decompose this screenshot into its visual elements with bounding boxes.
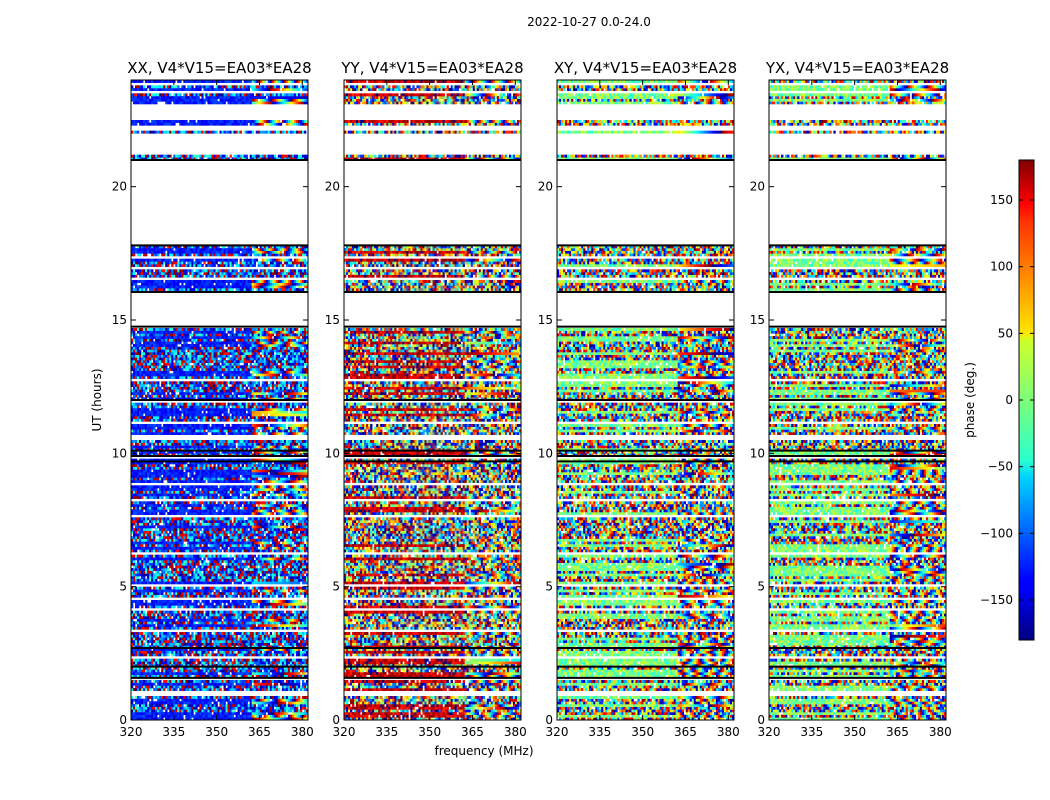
y-tick-label: 0 [545,713,553,727]
y-tick-label: 0 [332,713,340,727]
x-tick-label: 365 [886,725,909,739]
panel-2-heatmap [344,80,522,721]
colorbar-tick-label: 0 [1005,393,1013,407]
colorbar-tick-label: 150 [990,193,1013,207]
y-tick-label: 20 [538,180,553,194]
panel-1-frame [130,79,309,721]
x-tick-label: 350 [418,725,441,739]
x-tick-label: 320 [120,725,143,739]
y-tick-label: 5 [119,580,127,594]
x-tick-label: 320 [333,725,356,739]
colorbar-tick-label: 100 [990,260,1013,274]
y-tick-label: 5 [545,580,553,594]
y-tick-label: 0 [119,713,127,727]
y-tick-label: 15 [750,313,765,327]
x-tick-label: 335 [588,725,611,739]
y-tick-label: 15 [325,313,340,327]
x-tick-label: 380 [717,725,740,739]
colorbar-label: phase (deg.) [963,362,977,438]
x-tick-label: 335 [162,725,185,739]
panel-3-heatmap [557,80,735,721]
panel-3-frame [556,79,735,721]
x-tick-label: 365 [248,725,271,739]
x-tick-label: 320 [546,725,569,739]
panel-3: XY, V4*V15=EA03*EA28 320 335 350 365 380 0 5 10 1… [538,59,740,739]
colorbar-tick-label: −150 [980,593,1013,607]
panel-4-frame [768,79,947,721]
colorbar: −150 −100 −50 0 50 100 150 phase (deg.) [963,159,1035,641]
y-tick-label: 15 [112,313,127,327]
y-tick-label: 10 [112,446,127,460]
x-tick-label: 365 [674,725,697,739]
y-tick-label: 15 [538,313,553,327]
panel-4: YX, V4*V15=EA03*EA28 320 335 350 365 380 0 5 10 1… [750,59,952,739]
panel-4-heatmap [769,80,947,721]
figure-suptitle: 2022-10-27 0.0-24.0 [527,15,651,29]
panel-2: YY, V4*V15=EA03*EA28 320 335 350 365 380 0 5 10 1… [325,59,527,739]
x-tick-label: 350 [843,725,866,739]
panel-2-frame [343,79,522,721]
y-tick-label: 5 [332,580,340,594]
x-tick-label: 320 [758,725,781,739]
panel-3-title: XY, V4*V15=EA03*EA28 [554,59,737,77]
x-tick-label: 335 [800,725,823,739]
x-tick-label: 350 [631,725,654,739]
panel-2-title: YY, V4*V15=EA03*EA28 [340,59,523,77]
panel-1-heatmap [131,80,309,721]
x-tick-label: 335 [375,725,398,739]
y-tick-label: 0 [757,713,765,727]
panel-4-title: YX, V4*V15=EA03*EA28 [765,59,949,77]
x-tick-label: 380 [504,725,527,739]
y-tick-label: 20 [325,180,340,194]
x-tick-label: 380 [929,725,952,739]
panel-1: XX, V4*V15=EA03*EA28 320 335 350 365 380 0 5 10 1… [112,59,314,739]
colorbar-tick-label: −100 [980,526,1013,540]
panel-1-title: XX, V4*V15=EA03*EA28 [127,59,311,77]
y-tick-label: 10 [750,446,765,460]
y-tick-label: 20 [750,180,765,194]
colorbar-tick-label: −50 [988,460,1013,474]
x-axis-label: frequency (MHz) [434,744,533,758]
y-axis-label: UT (hours) [90,368,104,431]
x-tick-label: 380 [291,725,314,739]
x-tick-label: 365 [461,725,484,739]
y-tick-label: 10 [325,446,340,460]
y-tick-label: 10 [538,446,553,460]
colorbar-tick-label: 50 [998,326,1013,340]
x-tick-label: 350 [205,725,228,739]
y-tick-label: 20 [112,180,127,194]
y-tick-label: 5 [757,580,765,594]
